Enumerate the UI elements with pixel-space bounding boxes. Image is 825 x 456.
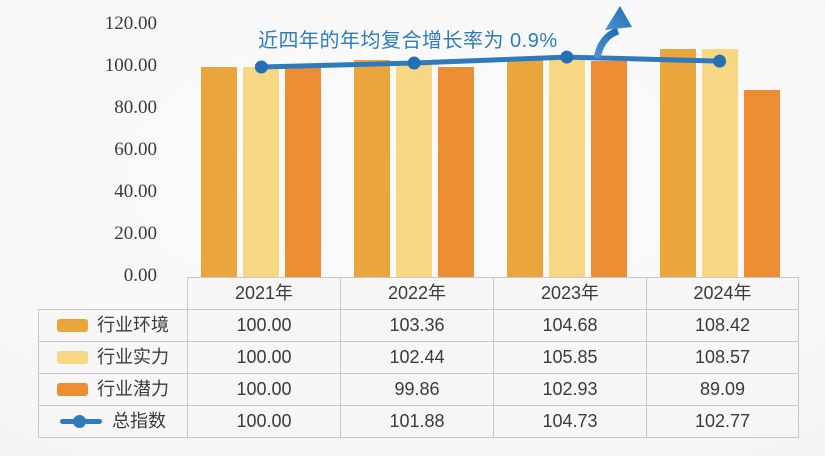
bar-industry-strength-2 xyxy=(548,54,585,277)
value-cell-industry-environment-1: 103.36 xyxy=(340,309,494,342)
legend-label: 行业环境 xyxy=(97,315,169,335)
data-table: 2021年 2022年 2023年 2024年 行业环境 100.00 103.36 104… xyxy=(38,277,799,438)
total-index-marker xyxy=(254,60,268,74)
industry-environment-legend-swatch-icon xyxy=(57,319,88,332)
table-row-industry-strength: 行业实力 100.00 102.44 105.85 108.57 xyxy=(38,341,799,374)
value-cell-industry-potential-1: 99.86 xyxy=(340,373,494,406)
y-axis-tick-label: 0.00 xyxy=(123,265,157,286)
value-cell-industry-strength-3: 108.57 xyxy=(646,341,799,374)
table-header-cell-1: 2022年 xyxy=(340,277,494,310)
total-index-line xyxy=(254,50,727,74)
table-header-row: 2021年 2022年 2023年 2024年 xyxy=(39,277,799,310)
total-index-line-path xyxy=(258,54,723,70)
value-cell-total-index-1: 101.88 xyxy=(340,405,494,438)
bar-industry-strength-3 xyxy=(701,49,738,277)
y-axis-tick-label: 20.00 xyxy=(114,223,157,244)
legend-cell-industry-strength: 行业实力 xyxy=(38,341,188,374)
legend-label: 行业潜力 xyxy=(97,379,169,399)
value-cell-industry-environment-3: 108.42 xyxy=(646,309,799,342)
value-cell-industry-environment-0: 100.00 xyxy=(187,309,341,342)
y-axis-tick-label: 60.00 xyxy=(114,139,157,160)
value-cell-industry-potential-3: 89.09 xyxy=(646,373,799,406)
industry-strength-legend-swatch-icon xyxy=(57,351,88,364)
bar-industry-strength-1 xyxy=(396,61,433,277)
value-cell-total-index-3: 102.77 xyxy=(646,405,799,438)
value-cell-industry-environment-2: 104.68 xyxy=(493,309,647,342)
bar-industry-environment-3 xyxy=(659,49,696,277)
table-row-industry-potential: 行业潜力 100.00 99.86 102.93 89.09 xyxy=(38,373,799,406)
legend-label: 总指数 xyxy=(112,411,166,431)
bar-industry-potential-1 xyxy=(438,67,475,277)
y-axis-tick-label: 80.00 xyxy=(114,97,157,118)
legend-cell-industry-environment: 行业环境 xyxy=(38,309,188,342)
bar-industry-strength-0 xyxy=(243,67,280,277)
total-index-marker xyxy=(407,56,421,70)
value-cell-industry-potential-2: 102.93 xyxy=(493,373,647,406)
plot-area xyxy=(187,0,798,277)
legend-label: 行业实力 xyxy=(97,347,169,367)
table-row-industry-environment: 行业环境 100.00 103.36 104.68 108.42 xyxy=(38,309,799,342)
legend-cell-industry-potential: 行业潜力 xyxy=(38,373,188,406)
table-header-cell-3: 2024年 xyxy=(646,277,799,310)
value-cell-total-index-2: 104.73 xyxy=(493,405,647,438)
bar-industry-environment-0 xyxy=(201,67,238,277)
bar-industry-potential-2 xyxy=(590,60,627,277)
bar-industry-potential-3 xyxy=(743,89,780,277)
bar-industry-potential-0 xyxy=(285,67,322,277)
value-cell-industry-strength-0: 100.00 xyxy=(187,341,341,374)
value-cell-total-index-0: 100.00 xyxy=(187,405,341,438)
y-axis-tick-label: 100.00 xyxy=(104,55,157,76)
total-index-marker xyxy=(560,50,574,64)
bar-industry-environment-2 xyxy=(506,57,543,277)
bar-industry-environment-1 xyxy=(354,59,391,277)
growth-annotation: 近四年的年均复合增长率为 0.9% xyxy=(258,30,558,52)
value-cell-industry-strength-1: 102.44 xyxy=(340,341,494,374)
table-header-cell-0: 2021年 xyxy=(187,277,341,310)
total-index-marker xyxy=(713,54,727,68)
y-axis-tick-label: 120.00 xyxy=(104,13,157,34)
table-header-cell-2: 2023年 xyxy=(493,277,647,310)
industry-potential-legend-swatch-icon xyxy=(57,383,88,396)
table-row-total-index: 总指数 100.00 101.88 104.73 102.77 xyxy=(38,405,799,438)
total-index-legend-line-icon xyxy=(60,415,102,428)
value-cell-industry-potential-0: 100.00 xyxy=(187,373,341,406)
y-axis-tick-label: 40.00 xyxy=(114,181,157,202)
table-corner-cell xyxy=(39,278,188,310)
value-cell-industry-strength-2: 105.85 xyxy=(493,341,647,374)
curved-up-arrow-icon xyxy=(593,6,632,59)
legend-cell-total-index: 总指数 xyxy=(38,405,188,438)
